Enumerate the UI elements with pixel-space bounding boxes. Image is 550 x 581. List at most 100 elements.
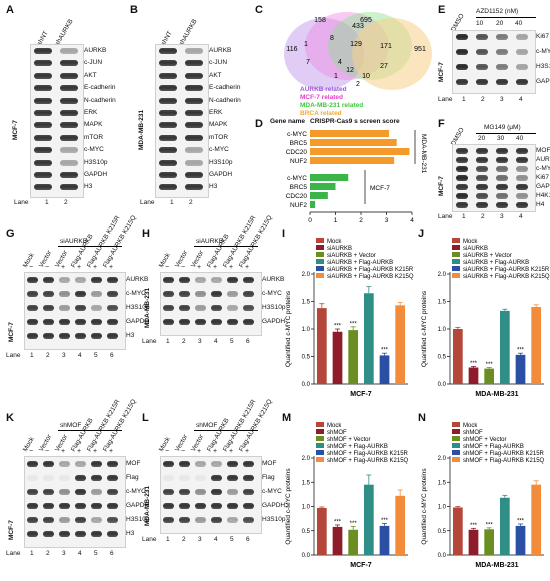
category-label: CDC20 [286, 193, 308, 200]
blot-row-label: H3S10p [126, 516, 150, 523]
protein-band [27, 475, 38, 481]
protein-band [227, 503, 238, 509]
data-bar [332, 331, 343, 384]
legend-swatch [452, 259, 460, 264]
protein-band [75, 489, 86, 495]
lane-label: Lane [140, 199, 155, 206]
protein-band [179, 461, 190, 467]
protein-band [185, 85, 203, 92]
dose-label: 40 [516, 135, 524, 142]
lane-number: 2 [182, 536, 186, 543]
dose-label: 30 [497, 135, 505, 142]
dose-label: 40 [515, 20, 523, 27]
legend-label: siAURKB + Flag-AURKB K215Q [463, 274, 550, 280]
protein-band [227, 461, 238, 467]
cell-line-label: MDA-MB-231 [144, 485, 151, 526]
legend-label: shMOF [463, 430, 483, 436]
protein-band [59, 291, 70, 297]
data-bar [348, 529, 359, 555]
plus-minus: − [165, 448, 170, 455]
treatment-label: siAURKB [60, 238, 88, 245]
protein-band [195, 517, 206, 523]
blot-row-label: N-cadherin [209, 96, 241, 104]
protein-band [179, 489, 190, 495]
protein-band [243, 517, 254, 523]
protein-band [34, 48, 52, 54]
blot-row-label: c-MYC [262, 290, 282, 297]
protein-band [91, 503, 102, 509]
significance-stars: *** [470, 361, 478, 367]
protein-band [476, 166, 488, 172]
panel-letter-g: G [6, 228, 15, 240]
legend-label: shMOF + Flag-AURKB K215Q [327, 458, 409, 464]
protein-band [185, 72, 203, 79]
legend-label: Mock [463, 239, 478, 245]
y-axis-label: Quantified c-MYC proteins [421, 290, 428, 367]
protein-band [516, 64, 528, 70]
protein-band [163, 291, 174, 297]
blot-row-label: ERK [84, 109, 98, 116]
protein-band [179, 277, 190, 283]
blot-row-label: c-JUN [209, 59, 228, 67]
lane-number: 2 [481, 96, 485, 103]
legend-swatch [452, 238, 460, 243]
treatment-bracket [476, 133, 536, 134]
blot-row-label: E-cadherin [209, 84, 241, 92]
venn-count: 158 [314, 17, 326, 24]
lane-label: Lane [438, 213, 453, 220]
blot-row-label: c-MYC [126, 488, 146, 495]
legend-label: siAURKB + Flag-AURKB [463, 260, 529, 266]
protein-band [185, 122, 203, 129]
protein-band [211, 461, 222, 467]
category-label: NUF2 [290, 202, 307, 209]
protein-band [59, 333, 70, 339]
data-bar [332, 526, 343, 555]
dose-label: 10 [476, 20, 484, 27]
lane-label: Lane [142, 338, 157, 345]
lane-number: 5 [94, 550, 98, 557]
protein-band [185, 172, 203, 178]
blot-row-label: ERK [209, 109, 223, 116]
venn-set-brca [352, 18, 432, 90]
protein-band [195, 277, 206, 283]
protein-band [34, 60, 52, 67]
data-bar [316, 507, 327, 555]
protein-band [456, 64, 468, 70]
protein-band [75, 461, 86, 467]
significance-stars: *** [381, 518, 389, 524]
dose-label: 20 [478, 135, 486, 142]
lane-number: 3 [62, 550, 66, 557]
legend-swatch [452, 457, 460, 462]
protein-band [476, 175, 488, 181]
protein-band [43, 489, 54, 495]
protein-band [243, 461, 254, 467]
protein-band [43, 475, 54, 481]
blot-row-label: AKT [209, 71, 222, 79]
lane-number: 3 [198, 536, 202, 543]
category-label: c-MYC [287, 131, 307, 138]
blot-row-label: Flag [262, 474, 275, 481]
legend-label: shMOF + Flag-AURKB K215Q [463, 458, 545, 464]
protein-band [34, 97, 52, 104]
y-tick-label: 1.0 [302, 505, 311, 511]
legend-entry: MCF-7 related [300, 94, 343, 101]
protein-band [159, 97, 177, 104]
blot-row-label: Ki67 [536, 33, 550, 40]
lane-label: Lane [6, 550, 21, 557]
y-tick-label: 0.5 [438, 355, 447, 361]
y-tick-label: 0.0 [438, 382, 447, 388]
lane-label: Lane [14, 199, 29, 206]
protein-band [107, 531, 118, 537]
protein-band [60, 122, 78, 129]
lane-number: 1 [45, 199, 49, 206]
lane-number: 3 [62, 352, 66, 359]
plus-minus: + [77, 264, 82, 271]
x-axis-label: MCF-7 [350, 562, 371, 569]
plus-minus: + [93, 448, 98, 455]
protein-band [159, 147, 177, 154]
blot-row-label: GAPDH [84, 171, 108, 178]
plus-minus: + [213, 264, 218, 271]
protein-band [107, 277, 118, 283]
legend-swatch [316, 422, 324, 427]
protein-band [163, 305, 174, 311]
